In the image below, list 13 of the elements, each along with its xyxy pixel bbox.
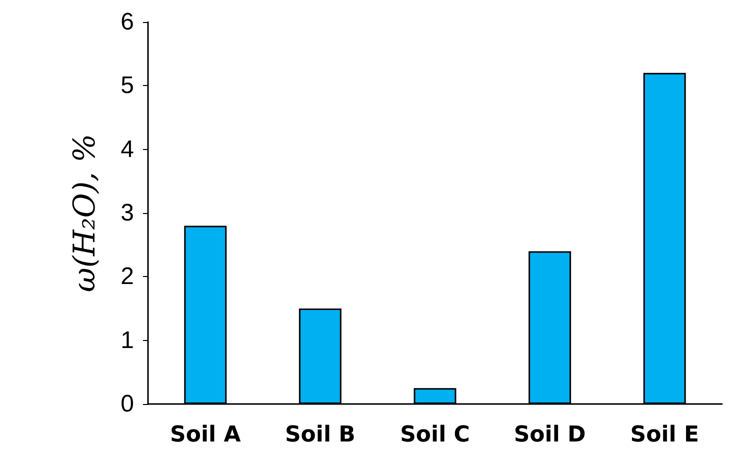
y-tick-label: 0 [120, 390, 134, 418]
y-tick-label: 2 [120, 263, 134, 290]
y-tick-label: 5 [120, 72, 134, 100]
x-tick-label: Soil A [170, 422, 241, 448]
y-tick-label: 1 [120, 326, 134, 354]
y-tick-label: 4 [120, 136, 134, 163]
y-tick-label: 6 [120, 8, 134, 36]
y-axis-title: ω(H₂O), % [68, 134, 102, 292]
x-tick-label: Soil E [630, 422, 699, 448]
x-tick-label: Soil D [514, 422, 586, 448]
x-tick-label: Soil B [284, 422, 356, 448]
x-tick-label: Soil C [400, 422, 470, 448]
y-tick-label: 3 [120, 200, 134, 226]
